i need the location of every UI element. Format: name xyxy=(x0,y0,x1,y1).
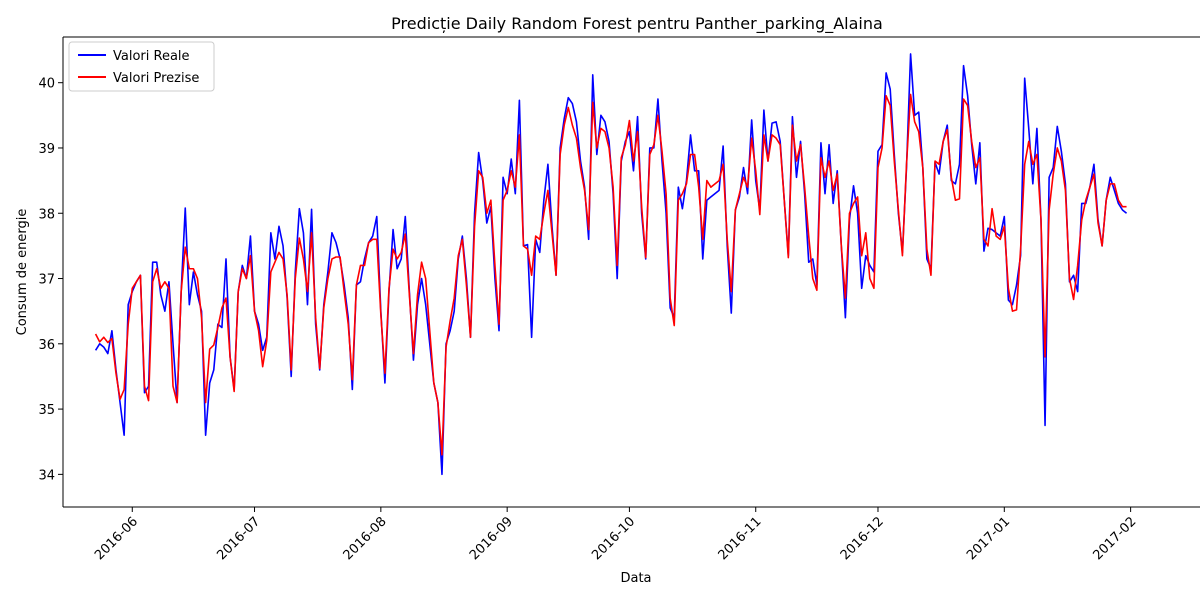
x-tick-label: 2017-01 xyxy=(964,514,1013,563)
x-tick-label: 2016-12 xyxy=(838,514,887,563)
chart-title: Predicție Daily Random Forest pentru Pan… xyxy=(391,14,883,34)
y-tick-label: 35 xyxy=(38,403,55,418)
series-line-valori-prezise xyxy=(94,93,1127,456)
legend-label-valori-prezise: Valori Prezise xyxy=(113,71,199,86)
x-axis: 2016-06 2016-07 2016-08 2016-09 2016-10 2016-… xyxy=(92,507,1139,563)
x-tick-label: 2016-08 xyxy=(341,514,390,563)
y-axis-label: Consum de energie xyxy=(15,209,30,336)
legend: Valori Reale Valori Prezise xyxy=(68,41,215,92)
x-tick-label: 2016-07 xyxy=(214,514,263,563)
x-tick-label: 2016-09 xyxy=(467,514,516,563)
y-tick-label: 36 xyxy=(38,338,55,353)
x-tick-label: 2016-11 xyxy=(716,514,765,563)
x-axis-label: Data xyxy=(620,571,651,586)
plot-area xyxy=(63,37,1200,507)
y-tick-label: 39 xyxy=(38,142,55,157)
x-tick-label: 2016-10 xyxy=(589,514,638,563)
y-tick-label: 34 xyxy=(38,468,55,483)
y-axis: 34 35 36 37 38 39 40 xyxy=(38,77,63,483)
x-tick-label: 2017-02 xyxy=(1090,514,1139,563)
plot-frame xyxy=(62,36,1200,508)
series-layer xyxy=(94,53,1128,476)
y-tick-label: 38 xyxy=(38,207,55,222)
x-tick-label: 2016-06 xyxy=(92,514,141,563)
y-tick-label: 40 xyxy=(38,77,55,92)
legend-label-valori-reale: Valori Reale xyxy=(113,49,190,64)
y-tick-label: 37 xyxy=(38,273,55,288)
